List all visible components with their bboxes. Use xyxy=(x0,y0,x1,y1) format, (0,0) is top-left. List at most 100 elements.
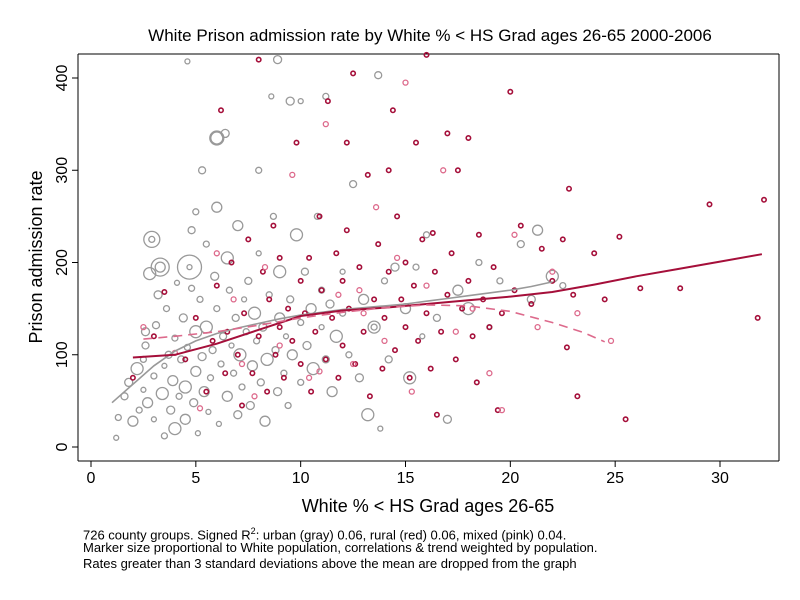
urban-point xyxy=(257,379,264,386)
rural-point xyxy=(236,353,240,357)
mixed-point xyxy=(277,343,282,348)
urban-point xyxy=(216,421,221,426)
urban-point xyxy=(142,342,149,349)
rural-point xyxy=(414,140,418,144)
rural-point xyxy=(449,251,453,255)
rural-point xyxy=(429,366,433,370)
urban-point xyxy=(287,296,294,303)
mixed-point xyxy=(357,288,362,293)
scatter-chart: White Prison admission rate by White % <… xyxy=(0,0,800,600)
rural-point xyxy=(387,270,391,274)
rural-point xyxy=(326,99,330,103)
rural-point xyxy=(210,339,214,343)
rural-point xyxy=(500,311,504,315)
rural-point xyxy=(382,316,386,320)
urban-point xyxy=(327,387,337,397)
rural-point xyxy=(330,316,334,320)
urban-point xyxy=(443,415,451,423)
rural-point xyxy=(567,187,571,191)
y-axis: 0100200300400 xyxy=(54,65,78,452)
urban-point-large xyxy=(151,258,169,276)
rural-point xyxy=(290,339,294,343)
rural-point xyxy=(762,198,766,202)
rural-point xyxy=(357,265,361,269)
urban-point xyxy=(260,416,270,426)
urban-point xyxy=(476,260,482,266)
urban-point xyxy=(143,398,153,408)
chart-title: White Prison admission rate by White % <… xyxy=(148,26,712,45)
rural-point xyxy=(466,279,470,283)
urban-point xyxy=(453,285,463,295)
rural-point xyxy=(603,297,607,301)
urban-point xyxy=(136,407,142,413)
urban-point xyxy=(362,409,374,421)
urban-point xyxy=(517,241,524,248)
y-axis-title: Prison admission rate xyxy=(26,170,46,343)
mixed-point xyxy=(403,80,408,85)
urban-point xyxy=(179,314,187,322)
rural-point xyxy=(508,90,512,94)
rural-point xyxy=(307,256,311,260)
urban-point xyxy=(153,322,160,329)
urban-point xyxy=(298,99,303,104)
rural-point xyxy=(399,297,403,301)
mixed-point xyxy=(361,311,366,316)
urban-point xyxy=(199,167,206,174)
urban-point xyxy=(319,325,324,330)
rural-point xyxy=(617,235,621,239)
y-tick-label: 300 xyxy=(54,157,71,184)
rural-point xyxy=(408,376,412,380)
urban-point xyxy=(284,334,289,339)
rural-point xyxy=(299,279,303,283)
urban-point xyxy=(404,372,416,384)
rural-point xyxy=(487,325,491,329)
rural-point xyxy=(215,283,219,287)
x-tick-label: 10 xyxy=(292,470,310,487)
rural-point xyxy=(445,131,449,135)
rural-point xyxy=(456,168,460,172)
urban-point xyxy=(433,314,440,321)
urban-point xyxy=(270,213,276,219)
urban-point xyxy=(303,342,311,350)
rural-point xyxy=(756,316,760,320)
urban-point xyxy=(533,225,543,235)
urban-point xyxy=(298,320,304,326)
urban-point xyxy=(231,370,237,376)
y-tick-label: 200 xyxy=(54,249,71,276)
rural-point xyxy=(324,357,328,361)
rural-point xyxy=(707,202,711,206)
urban-point xyxy=(229,343,234,348)
urban-point xyxy=(242,297,247,302)
mixed-point xyxy=(424,283,429,288)
urban-point xyxy=(233,221,243,231)
rural-point xyxy=(393,348,397,352)
urban-point xyxy=(256,167,262,173)
rural-point xyxy=(345,140,349,144)
urban-point xyxy=(221,252,233,264)
urban-point xyxy=(206,409,211,414)
rural-point xyxy=(194,316,198,320)
urban-point xyxy=(424,232,430,238)
rural-point xyxy=(223,371,227,375)
urban-point xyxy=(346,352,352,358)
mixed-point xyxy=(374,205,379,210)
footnote-3-text: Rates greater than 3 standard deviations… xyxy=(83,556,577,571)
urban-point xyxy=(167,406,175,414)
rural-point xyxy=(152,334,156,338)
urban-point xyxy=(198,353,206,361)
urban-point xyxy=(218,361,224,367)
urban-point xyxy=(179,381,191,393)
rural-point xyxy=(265,389,269,393)
urban-point xyxy=(197,296,203,302)
rural-point xyxy=(412,283,416,287)
rural-point xyxy=(313,330,317,334)
rural-point xyxy=(294,140,298,144)
rural-point xyxy=(592,251,596,255)
urban-point xyxy=(497,278,503,284)
rural-point xyxy=(519,223,523,227)
mixed-point xyxy=(575,311,580,316)
x-tick-label: 0 xyxy=(87,470,96,487)
urban-point-large xyxy=(210,131,224,145)
urban-point xyxy=(420,334,425,339)
urban-point xyxy=(156,388,168,400)
